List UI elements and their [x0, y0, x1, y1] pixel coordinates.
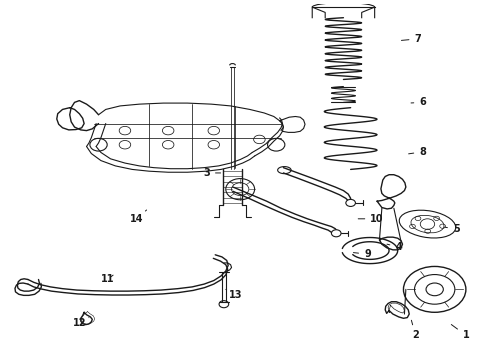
Text: 9: 9 [353, 249, 371, 259]
Circle shape [346, 199, 355, 207]
Text: 13: 13 [226, 289, 242, 300]
Text: 7: 7 [401, 34, 421, 44]
Text: 4: 4 [387, 242, 402, 252]
Text: 11: 11 [101, 274, 115, 284]
Ellipse shape [399, 210, 456, 238]
Text: 6: 6 [411, 98, 426, 107]
Text: 8: 8 [409, 147, 426, 157]
Circle shape [331, 230, 341, 237]
Text: 3: 3 [203, 168, 220, 178]
Text: 1: 1 [451, 324, 469, 340]
Text: 5: 5 [444, 224, 460, 234]
Text: 14: 14 [130, 210, 147, 224]
Text: 12: 12 [73, 318, 89, 328]
Text: 10: 10 [358, 214, 384, 224]
Text: 2: 2 [412, 320, 419, 340]
